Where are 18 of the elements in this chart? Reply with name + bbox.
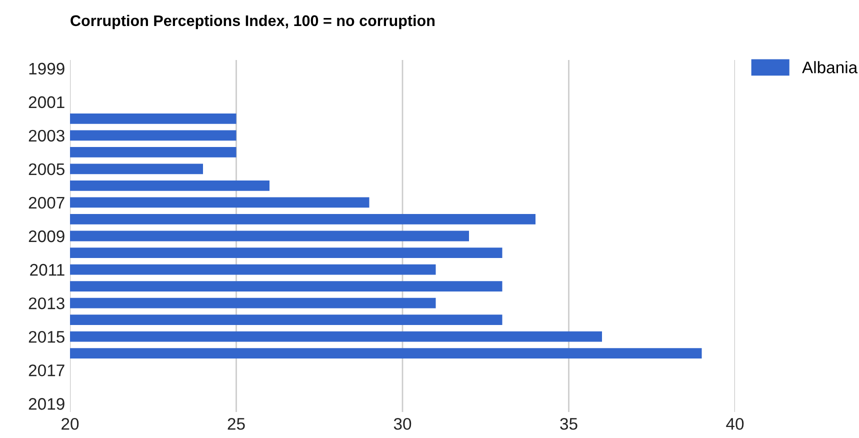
- legend-label: Albania: [802, 61, 858, 74]
- y-tick-label: 2013: [28, 297, 64, 310]
- y-tick-label: 2011: [30, 264, 64, 276]
- x-tick-label: 25: [228, 418, 245, 430]
- y-tick-label: 2007: [28, 196, 64, 209]
- y-tick-label: 2001: [28, 96, 64, 108]
- y-tick-label: 2003: [28, 130, 64, 142]
- y-tick-label: 2019: [28, 398, 64, 410]
- y-tick-label: 2009: [28, 230, 64, 242]
- x-tick-label: 20: [62, 418, 79, 430]
- x-tick-label: 35: [560, 418, 578, 430]
- x-tick-label: 30: [394, 418, 412, 430]
- y-tick-label: 2005: [28, 163, 64, 176]
- y-tick-label: 2017: [28, 364, 64, 376]
- y-tick-label: 2015: [28, 330, 64, 343]
- x-tick-label: 40: [726, 418, 744, 430]
- chart-title: Corruption Perceptions Index, 100 = no corruption: [70, 14, 434, 30]
- y-tick-label: 1999: [29, 62, 64, 75]
